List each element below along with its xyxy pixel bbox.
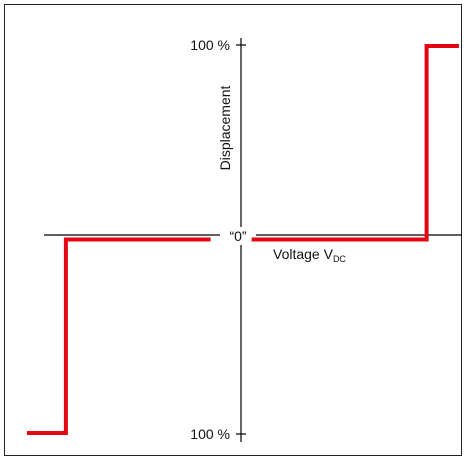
x-axis-label-subscript: DC [333,254,346,264]
y-axis-label: Displacement [217,85,233,170]
chart-frame [4,4,462,456]
series-layer [27,44,459,435]
y-tick-label-bottom: 100 % [190,426,230,442]
y-tick-label-top: 100 % [190,37,230,53]
series-line-segment-1 [27,237,211,435]
x-axis-label-main: Voltage V [273,246,334,262]
origin-label-background [220,227,256,245]
x-axis-label: Voltage VDC [273,246,346,264]
series-line-segment-2 [251,44,459,242]
origin-label: “0” [229,228,246,244]
